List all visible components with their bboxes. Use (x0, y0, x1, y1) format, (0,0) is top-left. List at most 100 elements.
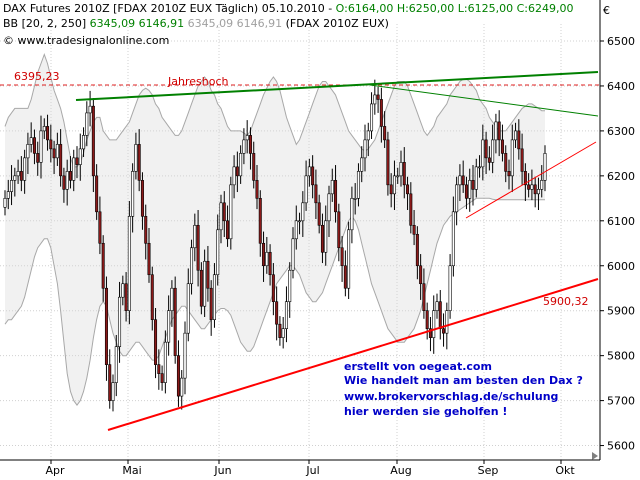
candle-body (507, 171, 511, 177)
candles (3, 79, 547, 412)
candle-body (3, 198, 7, 208)
candle-body (229, 184, 233, 240)
candle-body (461, 175, 465, 186)
y-tick-label: 6100 (607, 215, 635, 228)
candle-body (176, 355, 180, 397)
candle-body (186, 283, 190, 334)
candle-body (32, 137, 36, 154)
candle-body (392, 175, 396, 195)
candle-body (29, 137, 33, 145)
candle-body (540, 180, 544, 190)
candle-body (147, 242, 151, 276)
y-tick-label: 6500 (607, 35, 635, 48)
candle-body (65, 171, 69, 190)
candle-body (291, 238, 295, 271)
candle-body (337, 211, 341, 249)
candle-body (419, 265, 423, 285)
ohlc-values: O:6164,00 H:6250,00 L:6125,00 C:6249,00 (335, 2, 574, 15)
level-label-6395: 6395,23 (14, 70, 60, 83)
candle-body (399, 162, 403, 177)
candle-body (389, 184, 393, 195)
candle-body (271, 274, 275, 303)
candle-body (510, 139, 514, 177)
candle-body (464, 184, 468, 199)
support-trendline-red (107, 278, 599, 431)
candle-body (455, 184, 459, 213)
candle-body (294, 220, 298, 240)
currency-symbol: € (603, 4, 610, 17)
grid-lines (0, 24, 600, 460)
candle-body (114, 346, 118, 383)
candle-body (497, 121, 501, 141)
candle-body (304, 175, 308, 204)
annotation-line-2: Wie handelt man am besten den Dax ? (344, 374, 583, 387)
candle-body (301, 202, 305, 222)
candle-body (448, 265, 452, 312)
candle-body (78, 148, 82, 165)
x-tick-label: Mai (122, 464, 141, 477)
candle-body (232, 166, 236, 186)
candle-body (180, 377, 184, 397)
candle-body (422, 283, 426, 312)
candle-body (415, 233, 419, 267)
x-tick-label: Jun (213, 464, 231, 477)
candle-body (487, 157, 491, 163)
candle-body (108, 364, 112, 401)
x-tick-label: Okt (555, 464, 575, 477)
candle-body (320, 224, 324, 253)
scroll-arrow-icon[interactable] (592, 452, 598, 460)
candle-body (281, 328, 285, 338)
candle-body (360, 157, 364, 172)
candle-body (311, 166, 315, 186)
candle-body (212, 274, 216, 320)
candle-body (88, 105, 92, 114)
candle-body (478, 166, 482, 169)
candle-body (26, 144, 30, 159)
candle-body (150, 274, 154, 320)
candle-body (72, 157, 76, 181)
candle-body (520, 148, 524, 172)
candle-body (536, 189, 540, 195)
candle-body (307, 166, 311, 177)
candle-body (383, 126, 387, 141)
candle-body (402, 162, 406, 186)
candle-body (39, 130, 43, 163)
candle-body (46, 126, 50, 141)
bollinger-lower-band (4, 197, 545, 406)
x-tick-label: Apr (45, 464, 65, 477)
x-axis: Apr Mai Jun Jul Aug Sep Okt (45, 460, 575, 477)
candle-body (85, 112, 89, 136)
candle-body (324, 220, 328, 253)
candle-body (438, 301, 442, 329)
candle-body (55, 144, 59, 159)
candle-body (6, 191, 10, 199)
candle-body (451, 211, 455, 267)
candle-body (235, 166, 239, 177)
header-line-1: DAX Futures 2010Z [FDAX 2010Z EUX Täglic… (3, 2, 573, 15)
candle-body (517, 130, 521, 150)
candle-body (62, 175, 66, 190)
candle-body (409, 193, 413, 226)
candle-body (68, 171, 72, 181)
bollinger-upper-band (4, 53, 545, 168)
y-tick-label: 6400 (607, 80, 635, 93)
candle-body (248, 135, 252, 154)
candle-body (317, 202, 321, 226)
candle-body (425, 310, 429, 329)
candle-body (468, 180, 472, 199)
candle-body (91, 105, 95, 177)
candle-body (258, 198, 262, 244)
candle-body (118, 296, 122, 347)
candle-body (19, 171, 23, 181)
candle-body (167, 310, 171, 343)
candle-body (209, 287, 213, 320)
level-label-5900: 5900,32 (543, 295, 589, 308)
candle-body (75, 157, 79, 165)
candle-body (196, 224, 200, 271)
candle-body (10, 180, 14, 192)
candle-body (471, 180, 475, 190)
candle-body (173, 287, 177, 356)
candle-body (222, 202, 226, 222)
candle-body (432, 310, 436, 338)
annotation-line-3[interactable]: www.brokervorschlag.de/schulung (344, 390, 559, 403)
